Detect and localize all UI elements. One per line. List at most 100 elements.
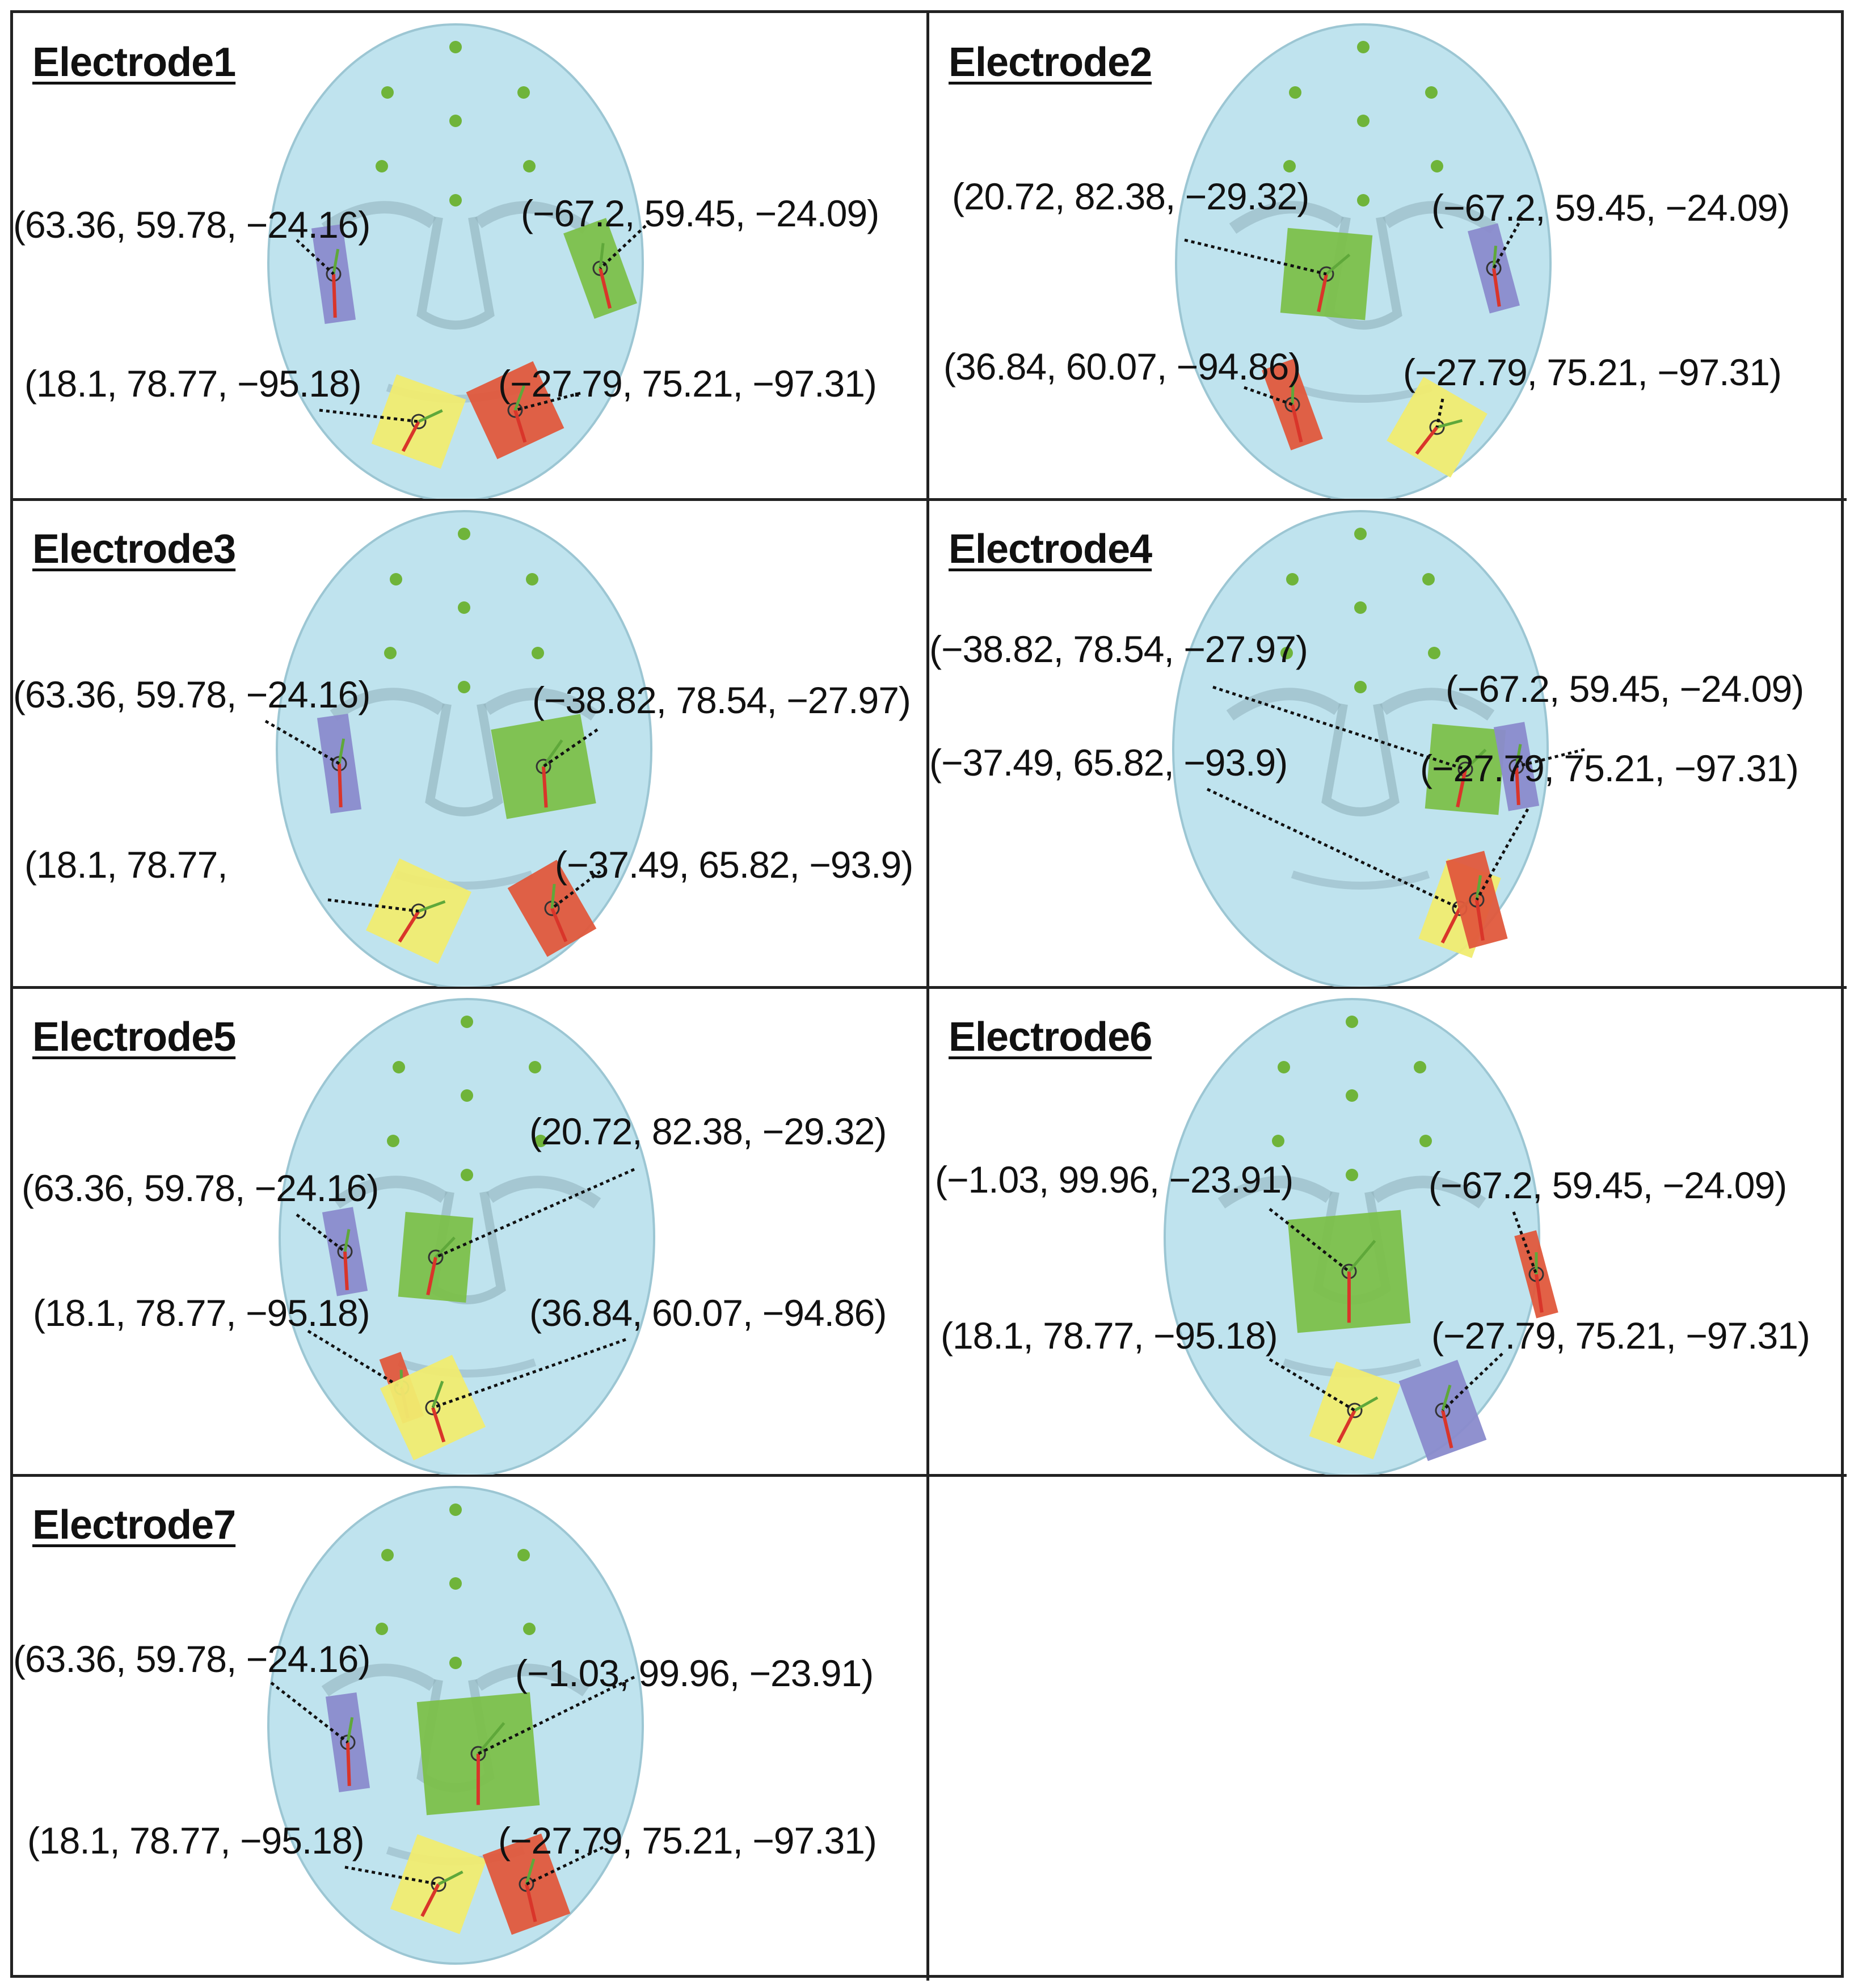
leader-line — [1516, 748, 1585, 768]
electrode-pad-blue — [1468, 223, 1520, 314]
axis-marker — [1317, 273, 1328, 313]
axis-marker — [431, 1407, 446, 1443]
panel-title: Electrode2 — [949, 40, 1152, 85]
electrode-coordinate-label: (−37.49, 65.82, −93.9) — [555, 844, 913, 886]
leader-line — [1442, 1353, 1503, 1412]
electrode-coordinate-label: (18.1, 78.77, −95.18) — [941, 1315, 1278, 1357]
axis-marker — [346, 1717, 354, 1743]
axis-marker — [542, 739, 563, 768]
grid-divider — [926, 13, 929, 1981]
brow-left — [321, 201, 437, 234]
scalp-dot — [384, 647, 397, 659]
leader-line — [1244, 386, 1293, 406]
electrode-pad-red — [507, 860, 597, 957]
scalp-dot — [390, 573, 402, 586]
electrode-coordinate-label: (−67.2, 59.45, −24.09) — [1446, 668, 1804, 710]
scalp-dot — [449, 194, 462, 207]
leader-line — [515, 391, 581, 412]
axis-marker — [477, 1722, 505, 1755]
electrode-pad-green — [416, 1692, 540, 1816]
leader-line — [327, 898, 419, 913]
scalp-dot — [517, 86, 530, 99]
scalp-dot — [517, 1549, 530, 1561]
electrode-coordinate-label: (−38.82, 78.54, −27.97) — [532, 679, 911, 721]
leader-line — [270, 1682, 349, 1743]
head-model-render — [1164, 998, 1558, 1475]
axis-marker — [1354, 1396, 1379, 1412]
scalp-dot — [387, 1135, 399, 1147]
grid-divider — [13, 986, 1847, 989]
electrode-panel-3: Electrode3 (63.36, 59.78, −24.16) (−38.82,… — [13, 500, 927, 987]
scalp-dot — [1354, 528, 1367, 540]
electrode-coordinate-label: (−37.49, 65.82, −93.9) — [929, 742, 1288, 784]
electrode-coordinate-label: (−67.2, 59.45, −24.09) — [1429, 1164, 1787, 1206]
scalp-dot — [381, 1549, 394, 1561]
head-model-render — [267, 23, 647, 499]
leader-line — [525, 1846, 604, 1886]
scalp-dot — [449, 1503, 462, 1516]
scalp-dot — [1414, 1061, 1426, 1073]
brow-right — [1371, 1176, 1486, 1209]
electrode-coordinate-label: (−27.79, 75.21, −97.31) — [498, 363, 877, 405]
leader-line — [296, 1214, 346, 1253]
scalp-dot — [461, 1089, 473, 1102]
scalp-dot — [1422, 573, 1435, 586]
leader-line — [435, 1168, 635, 1259]
axis-marker — [1441, 1384, 1452, 1411]
leader-line — [477, 1675, 635, 1755]
scalp-dot — [523, 1623, 536, 1635]
scalp-dot — [458, 601, 470, 614]
panel-title: Electrode7 — [32, 1502, 236, 1548]
mouth — [1293, 384, 1433, 403]
head-model-render — [1172, 510, 1585, 987]
axis-marker — [550, 883, 556, 909]
axis-marker — [343, 1251, 349, 1291]
leader-line — [307, 1329, 403, 1389]
brow-right — [474, 1663, 590, 1697]
electrode-panel-1: Electrode1 (63.36, 59.78, −24.16) (−67.2, … — [13, 13, 927, 499]
head-model-render — [279, 998, 655, 1475]
brow-left — [321, 1663, 437, 1697]
electrode-pad-red — [1514, 1230, 1558, 1319]
leader-line — [551, 870, 601, 909]
axis-marker — [426, 1257, 437, 1296]
brow-left — [1217, 1176, 1333, 1209]
scalp-dot — [458, 681, 470, 693]
scalp-dot — [1272, 1135, 1284, 1147]
scalp-dot — [1346, 1016, 1358, 1028]
scalp-dot — [449, 1657, 462, 1669]
nose — [416, 216, 495, 330]
scalp-dot — [1346, 1089, 1358, 1102]
scalp-dot — [1346, 1169, 1358, 1181]
nose — [425, 703, 503, 816]
axis-marker — [1347, 1271, 1351, 1323]
axis-marker — [1492, 268, 1501, 307]
head-model-render — [1175, 23, 1552, 499]
leader-line — [1269, 1358, 1356, 1412]
scalp-dot — [1419, 1135, 1432, 1147]
axis-marker — [1291, 404, 1303, 443]
scalp-dot — [461, 1169, 473, 1181]
scalp-dot — [393, 1061, 405, 1073]
brow-right — [1382, 201, 1498, 234]
electrode-panel-5: Electrode5 (63.36, 59.78, −24.16) (20.72, … — [13, 988, 927, 1475]
scalp-dot — [1425, 86, 1438, 99]
electrode-coordinate-label: (63.36, 59.78, −24.16) — [13, 673, 370, 715]
electrode-coordinate-label: (63.36, 59.78, −24.16) — [22, 1167, 379, 1209]
leader-line — [344, 1865, 439, 1886]
axis-marker — [1325, 253, 1351, 275]
leader-line — [1492, 216, 1524, 269]
scalp-dot — [1278, 1061, 1290, 1073]
electrode-pad-red — [466, 361, 564, 460]
leader-line — [264, 719, 340, 765]
axis-marker — [398, 910, 420, 943]
scalp-dot — [449, 1577, 462, 1590]
brow-right — [474, 201, 590, 234]
axis-marker — [435, 1236, 456, 1258]
electrode-coordinate-label: (−67.2, 59.45, −24.09) — [1431, 187, 1790, 229]
axis-marker — [420, 1883, 440, 1917]
axis-marker — [1515, 744, 1522, 767]
electrode-figure: Electrode1 (63.36, 59.78, −24.16) (−67.2, … — [10, 10, 1847, 1981]
electrode-coordinate-label: (20.72, 82.38, −29.32) — [952, 175, 1309, 217]
axis-marker — [1475, 875, 1482, 900]
